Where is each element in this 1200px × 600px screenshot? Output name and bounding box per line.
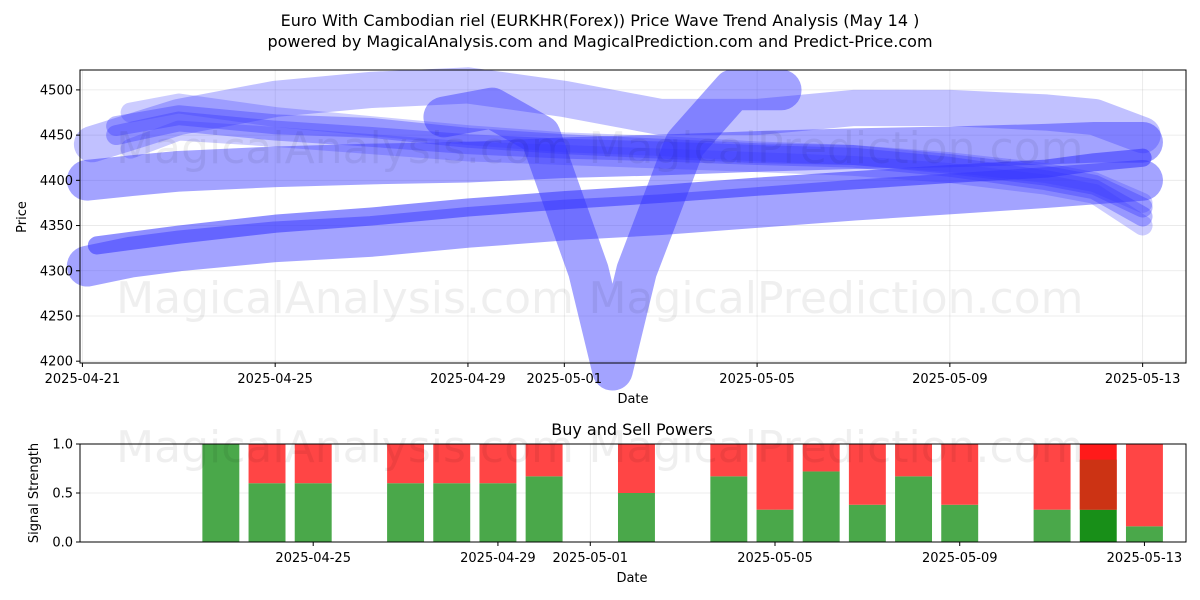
buy-power-bar [294, 483, 332, 542]
signal-x-tick-label: 2025-04-25 [275, 551, 351, 566]
sell-power-bar [710, 444, 748, 477]
buy-power-bar [895, 476, 933, 542]
signal-y-tick-label: 0.5 [52, 487, 73, 502]
sell-power-bar [1033, 444, 1071, 510]
price-y-tick-label: 4300 [40, 264, 73, 279]
series-wave-fan-4 [120, 120, 1153, 236]
price-x-tick-label: 2025-05-01 [527, 372, 603, 387]
price-x-axis-label: Date [617, 392, 648, 407]
sell-power-bar [433, 444, 471, 484]
price-wave-series [66, 67, 1163, 391]
price-y-tick-label: 4200 [40, 355, 73, 370]
price-x-ticks: 2025-04-21 2025-04-25 2025-04-29 2025-05-01… [45, 363, 1181, 387]
buy-power-bar [617, 493, 655, 542]
signal-x-ticks: 2025-04-25 2025-04-29 2025-05-01 2025-05-05… [275, 542, 1182, 566]
sell-power-bar [1125, 444, 1163, 527]
watermark-prediction-mid: MagicalPrediction.com [589, 273, 1084, 324]
sell-power-bar [617, 444, 655, 493]
signal-x-tick-label: 2025-04-29 [460, 551, 536, 566]
price-x-tick-label: 2025-05-09 [912, 372, 988, 387]
sell-power-bar [479, 444, 517, 484]
series-wave-trend-main [87, 148, 1152, 255]
chart-title-line2: powered by MagicalAnalysis.com and Magic… [267, 32, 932, 51]
series-wave-upper-band [66, 121, 1163, 201]
chart-title-line1: Euro With Cambodian riel (EURKHR(Forex))… [281, 11, 920, 30]
sell-power-bar [756, 444, 794, 510]
signal-y-tick-label: 1.0 [52, 438, 73, 453]
series-wave-fan-1 [106, 105, 1153, 218]
buy-power-bar [433, 483, 471, 542]
price-y-tick-label: 4350 [40, 219, 73, 234]
buy-power-bar [1033, 509, 1071, 542]
price-x-tick-label: 2025-04-21 [45, 372, 121, 387]
signal-x-tick-label: 2025-05-13 [1107, 551, 1183, 566]
series-wave-top-arc [73, 67, 1161, 163]
signal-y-tick-label: 0.0 [52, 536, 73, 551]
overlap-power-bar [1079, 459, 1117, 510]
buy-power-bar [387, 483, 425, 542]
price-plot-frame [79, 69, 1187, 364]
buy-power-bar [802, 471, 840, 542]
buy-power-bar [848, 504, 886, 542]
sell-power-bar [941, 444, 979, 505]
signal-x-tick-label: 2025-05-09 [922, 551, 998, 566]
price-watermarks: MagicalAnalysis.com MagicalPrediction.co… [116, 123, 1083, 324]
price-x-tick-label: 2025-04-29 [430, 372, 506, 387]
buy-power-bar [248, 483, 286, 542]
watermark-analysis-top: MagicalAnalysis.com [116, 123, 574, 174]
price-x-tick-label: 2025-05-05 [719, 372, 795, 387]
buy-power-bar [202, 444, 240, 542]
price-x-tick-label: 2025-05-13 [1105, 372, 1181, 387]
price-y-axis-label: Price [15, 201, 30, 233]
signal-watermarks: MagicalAnalysis.com MagicalPrediction.co… [116, 422, 1083, 473]
signal-y-axis-label: Signal Strength [27, 443, 42, 543]
buy-power-bar [525, 476, 563, 542]
buy-power-bar [756, 509, 794, 542]
sell-power-bar [895, 444, 933, 477]
price-x-tick-label: 2025-04-25 [237, 372, 313, 387]
signal-x-axis-label: Date [616, 571, 647, 586]
signal-x-tick-label: 2025-05-01 [553, 551, 629, 566]
price-y-tick-label: 4250 [40, 309, 73, 324]
sell-power-bar [294, 444, 332, 484]
price-y-tick-label: 4450 [40, 129, 73, 144]
series-wave-fan-3 [120, 93, 1153, 213]
signal-x-tick-label: 2025-05-05 [737, 551, 813, 566]
price-y-tick-label: 4500 [40, 83, 73, 98]
sell-power-bar [525, 444, 563, 477]
sell-power-bar [848, 444, 886, 505]
sell-power-bar [387, 444, 425, 484]
signal-chart-title: Buy and Sell Powers [551, 420, 713, 439]
buy-power-bar [1125, 526, 1163, 542]
buy-power-bar [710, 476, 748, 542]
signal-y-ticks: 0.0 0.5 1.0 [52, 438, 80, 551]
series-wave-lower-band [66, 159, 1163, 287]
sell-power-bar [802, 444, 840, 472]
price-y-tick-label: 4400 [40, 174, 73, 189]
sell-power-bar [248, 444, 286, 484]
series-wave-v-dip [423, 69, 802, 391]
signal-bars [202, 444, 1163, 542]
watermark-prediction-top: MagicalPrediction.com [589, 123, 1084, 174]
watermark-analysis-bottom: MagicalAnalysis.com [116, 422, 574, 473]
buy-power-bar [479, 483, 517, 542]
price-y-ticks: 4200 4250 4300 4350 4400 4450 4500 [40, 83, 80, 370]
watermark-analysis-mid: MagicalAnalysis.com [116, 273, 574, 324]
buy-power-bar [1079, 509, 1117, 542]
watermark-prediction-bottom: MagicalPrediction.com [589, 422, 1084, 473]
series-wave-fan-2 [106, 111, 1153, 227]
buy-power-bar [941, 504, 979, 542]
